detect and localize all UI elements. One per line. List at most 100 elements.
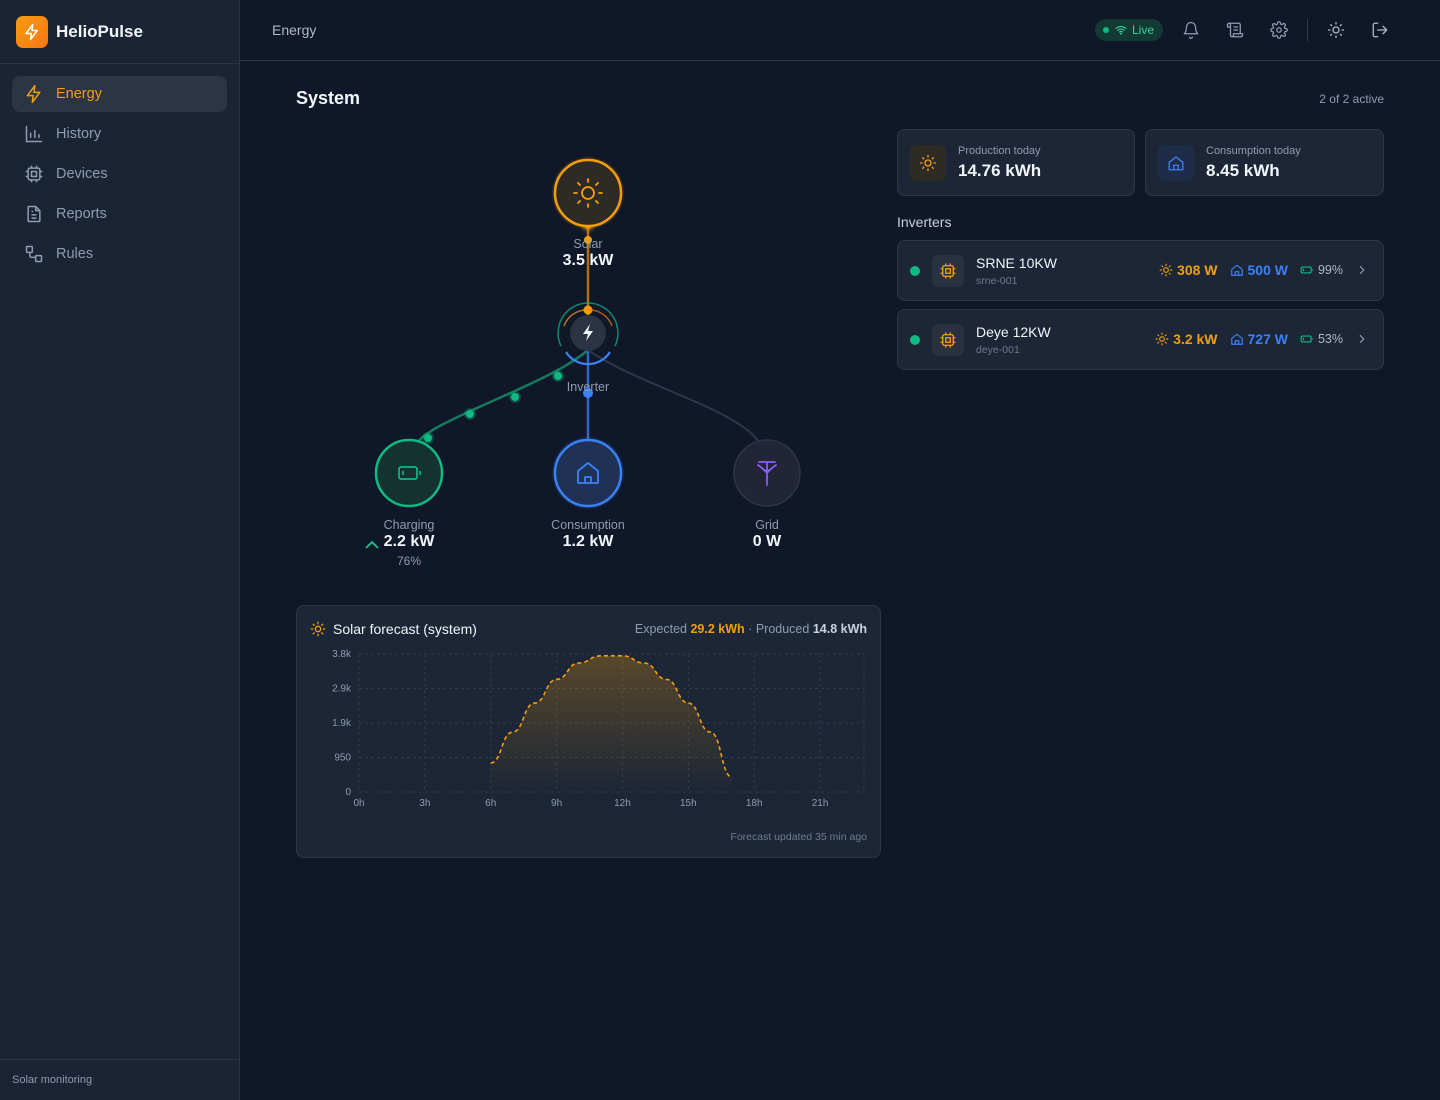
grid-value: 0 W xyxy=(752,533,782,550)
inverters-heading: Inverters xyxy=(897,214,952,230)
x-tick-label: 18h xyxy=(746,798,763,809)
chevron-right-icon xyxy=(1359,334,1365,344)
grid-label: Grid xyxy=(755,518,779,532)
load-metric: 727 W xyxy=(1230,331,1288,347)
document-icon xyxy=(27,205,41,223)
sun-icon xyxy=(310,621,326,637)
inverter-metrics: 3.2 kW 727 W 53% xyxy=(1143,331,1343,347)
battery-icon xyxy=(1300,266,1314,274)
x-tick-label: 12h xyxy=(614,798,631,809)
sidebar-item-label: Rules xyxy=(56,246,94,262)
sidebar-item-label: Devices xyxy=(56,166,108,182)
load-metric: 500 W xyxy=(1230,262,1288,278)
status-dot xyxy=(910,266,920,276)
logout-button[interactable] xyxy=(1358,18,1402,42)
forecast-chart: 0 950 1.9k 2.9k 3.8k 0h 3h 6h 9h 12h 15h 18h 21h xyxy=(332,649,865,809)
x-tick-label: 6h xyxy=(485,798,496,809)
notifications-button[interactable] xyxy=(1169,18,1213,42)
theme-toggle-button[interactable] xyxy=(1314,18,1358,42)
logout-icon xyxy=(1372,22,1388,38)
forecast-title: Solar forecast (system) xyxy=(333,621,477,637)
y-tick-label: 1.9k xyxy=(332,718,352,729)
sidebar-item-history[interactable]: History xyxy=(12,116,227,152)
load-value: 500 W xyxy=(1247,262,1288,278)
inverter-name: Deye 12KW xyxy=(976,324,1051,340)
consumption-value: 1.2 kW xyxy=(562,533,614,550)
inverter-id: srne-001 xyxy=(976,275,1018,287)
x-tick-label: 3h xyxy=(419,798,430,809)
sidebar-nav: Energy History Devices Reports Rules xyxy=(0,64,239,288)
consumption-label: Consumption xyxy=(551,518,625,532)
battery-value: 2.2 kW xyxy=(383,533,435,550)
settings-button[interactable] xyxy=(1257,18,1301,42)
inverter-label: Inverter xyxy=(566,380,610,394)
sidebar-item-rules[interactable]: Rules xyxy=(12,236,227,272)
chip-icon xyxy=(932,324,964,356)
summary-separator: · xyxy=(748,622,753,636)
bell-icon xyxy=(1183,21,1199,39)
battery-icon xyxy=(398,466,421,480)
sidebar-item-reports[interactable]: Reports xyxy=(12,196,227,232)
energy-flow-diagram: Solar 3.5 kW Inverter Charging 2.2 kW 76… xyxy=(296,128,881,588)
home-icon xyxy=(1230,333,1243,345)
brand[interactable]: HelioPulse xyxy=(0,0,239,64)
y-tick-label: 0 xyxy=(345,787,351,798)
scroll-icon xyxy=(1226,22,1244,38)
y-tick-label: 3.8k xyxy=(332,649,352,660)
sidebar-item-devices[interactable]: Devices xyxy=(12,156,227,192)
consumption-label: Consumption today xyxy=(1206,144,1301,157)
workflow-icon xyxy=(25,245,43,263)
sidebar-item-label: Energy xyxy=(56,86,102,102)
inverter-node[interactable] xyxy=(557,302,619,366)
inverter-id: deye-001 xyxy=(976,344,1020,356)
home-icon xyxy=(1158,144,1194,181)
expected-value: 29.2 kWh xyxy=(690,622,745,636)
home-icon xyxy=(1230,264,1243,276)
inverter-row[interactable]: SRNE 10KW srne-001 308 W 500 W 99% xyxy=(897,240,1384,301)
consumption-node[interactable] xyxy=(552,437,624,509)
battery-flow-dots xyxy=(422,370,564,444)
bolt-icon xyxy=(26,84,41,104)
production-today-card: Production today 14.76 kWh xyxy=(897,129,1135,196)
produced-value: 14.8 kWh xyxy=(812,622,867,636)
solar-value: 3.5 kW xyxy=(562,252,614,269)
production-value: 14.76 kWh xyxy=(958,160,1042,180)
consumption-today-card: Consumption today 8.45 kWh xyxy=(1145,129,1384,196)
sidebar-footer: Solar monitoring xyxy=(0,1059,240,1100)
chip-icon xyxy=(25,165,43,183)
logs-button[interactable] xyxy=(1213,18,1257,42)
gear-icon xyxy=(1270,21,1288,39)
header-actions: Live xyxy=(1094,18,1402,42)
battery-value: 99% xyxy=(1317,263,1343,277)
inverter-row[interactable]: Deye 12KW deye-001 3.2 kW 727 W 53% xyxy=(897,309,1384,370)
app-name: HelioPulse xyxy=(56,21,143,41)
forecast-area xyxy=(490,655,733,792)
battery-node[interactable] xyxy=(374,438,444,508)
forecast-updated: Forecast updated 35 min ago xyxy=(730,831,867,843)
top-bar: Energy Live xyxy=(240,0,1440,61)
status-dot xyxy=(910,335,920,345)
battery-metric: 53% xyxy=(1300,332,1343,346)
load-value: 727 W xyxy=(1247,331,1288,347)
sun-icon xyxy=(1155,332,1169,346)
header-divider xyxy=(1307,19,1308,41)
sidebar-item-label: Reports xyxy=(56,206,107,222)
solar-node[interactable] xyxy=(552,157,624,229)
x-tick-label: 21h xyxy=(812,798,829,809)
grid-node[interactable] xyxy=(733,439,801,507)
solar-value: 3.2 kW xyxy=(1173,331,1218,347)
sun-icon xyxy=(910,144,946,181)
inverter-metrics: 308 W 500 W 99% xyxy=(1147,262,1343,278)
sidebar-item-energy[interactable]: Energy xyxy=(12,76,227,112)
section-title: System xyxy=(296,88,361,108)
live-label: Live xyxy=(1131,23,1154,37)
y-tick-label: 2.9k xyxy=(332,684,352,695)
live-badge: Live xyxy=(1094,19,1163,41)
live-dot xyxy=(1102,27,1109,33)
x-tick-label: 0h xyxy=(353,798,364,809)
sun-icon xyxy=(1327,21,1345,39)
produced-label: Produced xyxy=(755,622,810,636)
sidebar-item-label: History xyxy=(56,126,102,142)
battery-soc: 76% xyxy=(396,554,422,568)
bolt-icon xyxy=(583,324,593,341)
